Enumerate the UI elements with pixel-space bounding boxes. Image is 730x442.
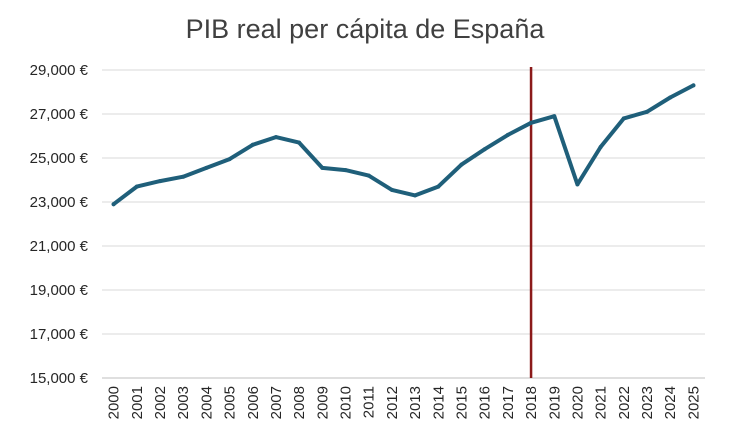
data-point: [621, 116, 626, 121]
x-tick-label: 2018: [523, 386, 540, 419]
data-point: [482, 147, 487, 152]
x-tick-label: 2005: [222, 386, 239, 419]
x-tick-label: 2019: [546, 386, 563, 419]
data-point: [575, 182, 580, 187]
x-tick-label: 2000: [106, 386, 123, 419]
x-tick-label: 2015: [453, 386, 470, 419]
x-tick-label: 2004: [198, 386, 215, 419]
y-tick-label: 23,000 €: [30, 194, 89, 211]
x-tick-label: 2017: [500, 386, 517, 419]
data-point: [181, 174, 186, 179]
x-tick-label: 2002: [152, 386, 169, 419]
x-tick-label: 2025: [685, 386, 702, 419]
data-point: [157, 179, 162, 184]
data-point: [529, 120, 534, 125]
x-tick-label: 2010: [338, 386, 355, 419]
data-point: [111, 202, 116, 207]
data-point: [273, 135, 278, 140]
y-tick-label: 21,000 €: [30, 238, 89, 255]
y-tick-label: 27,000 €: [30, 106, 89, 123]
chart-title: PIB real per cápita de España: [185, 14, 545, 44]
x-tick-label: 2006: [245, 386, 262, 419]
data-point: [413, 193, 418, 198]
data-point: [505, 132, 510, 137]
x-tick-label: 2001: [129, 386, 146, 419]
y-tick-label: 17,000 €: [30, 326, 89, 343]
x-tick-label: 2020: [569, 386, 586, 419]
data-point: [645, 109, 650, 114]
data-point: [691, 83, 696, 88]
y-tick-label: 15,000 €: [30, 370, 89, 387]
series-line: [111, 83, 696, 207]
data-point: [343, 168, 348, 173]
x-tick-label: 2023: [639, 386, 656, 419]
x-tick-label: 2016: [477, 386, 494, 419]
x-tick-label: 2011: [361, 386, 378, 418]
x-tick-label: 2009: [314, 386, 331, 419]
data-point: [552, 114, 557, 119]
y-tick-label: 29,000 €: [30, 62, 89, 79]
data-point: [204, 165, 209, 170]
x-tick-label: 2012: [384, 386, 401, 419]
data-point: [389, 187, 394, 192]
x-tick-label: 2013: [407, 386, 424, 419]
y-tick-label: 25,000 €: [30, 150, 89, 167]
data-point: [250, 142, 255, 147]
data-point: [668, 95, 673, 100]
data-point: [320, 165, 325, 170]
x-tick-label: 2021: [593, 386, 610, 419]
data-point: [134, 184, 139, 189]
data-point: [366, 173, 371, 178]
y-tick-label: 19,000 €: [30, 282, 89, 299]
x-tick-label: 2022: [616, 386, 633, 419]
x-tick-label: 2014: [430, 386, 447, 419]
data-point: [297, 140, 302, 145]
data-point: [459, 162, 464, 167]
data-point: [598, 145, 603, 149]
x-tick-label: 2008: [291, 386, 308, 419]
x-tick-label: 2003: [175, 386, 192, 419]
data-point: [436, 184, 441, 189]
x-tick-label: 2024: [662, 386, 679, 419]
data-point: [227, 157, 232, 162]
x-tick-label: 2007: [268, 386, 285, 419]
